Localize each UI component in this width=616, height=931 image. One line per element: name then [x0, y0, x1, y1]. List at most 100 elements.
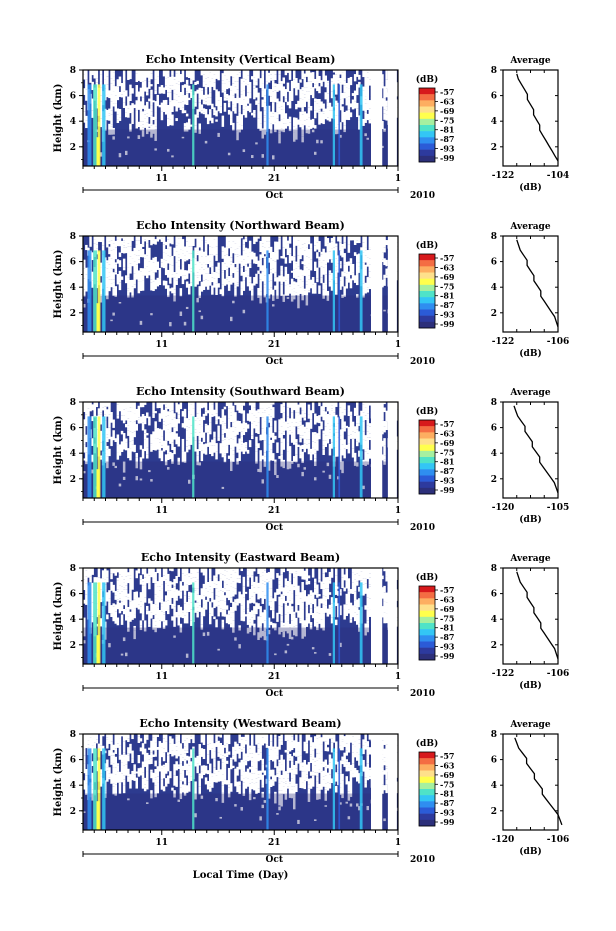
missing-cell	[183, 270, 187, 276]
missing-cell	[234, 436, 237, 447]
data-gap	[371, 568, 383, 664]
missing-cell	[198, 605, 201, 612]
missing-cell	[385, 734, 388, 745]
missing-cell	[93, 70, 96, 79]
missing-cell	[297, 819, 300, 824]
missing-cell	[261, 479, 264, 484]
missing-cell	[236, 766, 239, 776]
missing-cell	[125, 585, 128, 590]
missing-cell	[311, 742, 315, 751]
missing-cell	[99, 290, 103, 295]
missing-cell	[188, 410, 191, 420]
missing-cell	[167, 239, 170, 249]
missing-cell	[232, 405, 235, 412]
colorbar-segment	[419, 155, 435, 163]
missing-cell	[154, 583, 157, 595]
missing-cell	[160, 450, 164, 462]
missing-cell	[225, 94, 229, 99]
missing-cell	[122, 91, 126, 103]
missing-cell	[295, 261, 298, 264]
missing-cell	[181, 70, 185, 82]
missing-cell	[146, 236, 149, 244]
missing-cell	[362, 568, 365, 579]
colorbar-segment	[419, 616, 435, 624]
missing-cell	[282, 778, 285, 783]
panel-title: Echo Intensity (Eastward Beam)	[141, 551, 340, 564]
missing-cell	[295, 584, 298, 596]
missing-cell	[194, 91, 197, 103]
missing-cell	[156, 277, 159, 287]
missing-cell	[257, 595, 260, 600]
missing-cell	[162, 244, 166, 253]
missing-cell	[286, 734, 290, 741]
missing-cell	[335, 277, 338, 284]
missing-cell	[146, 255, 149, 267]
missing-cell	[255, 273, 258, 284]
missing-cell	[164, 595, 168, 602]
missing-cell	[177, 70, 180, 76]
missing-cell	[261, 455, 264, 460]
signal-streak	[93, 748, 98, 830]
missing-cell	[110, 436, 113, 447]
missing-cell	[173, 615, 176, 627]
missing-cell	[223, 455, 227, 463]
missing-cell	[114, 286, 117, 297]
missing-cell	[131, 251, 134, 259]
missing-cell	[127, 798, 130, 801]
missing-cell	[158, 236, 162, 240]
missing-cell	[272, 623, 275, 629]
missing-cell	[251, 779, 254, 783]
missing-cell	[215, 595, 218, 607]
missing-cell	[223, 588, 227, 593]
missing-cell	[99, 430, 103, 443]
missing-cell	[99, 267, 103, 277]
missing-cell	[320, 262, 323, 267]
missing-cell	[83, 264, 86, 269]
missing-cell	[230, 275, 233, 285]
missing-cell	[148, 236, 151, 241]
profile-line	[513, 405, 559, 494]
missing-cell	[232, 95, 235, 105]
missing-cell	[272, 268, 275, 274]
missing-cell	[240, 617, 243, 621]
missing-cell	[196, 611, 199, 614]
missing-cell	[232, 70, 235, 78]
signal-streak	[96, 469, 100, 498]
missing-cell	[164, 601, 168, 612]
missing-cell	[116, 259, 120, 264]
missing-cell	[297, 296, 300, 309]
missing-cell	[230, 415, 233, 423]
missing-cell	[156, 402, 159, 409]
missing-cell	[204, 264, 208, 269]
missing-cell	[311, 284, 315, 294]
missing-cell	[169, 590, 172, 596]
missing-cell	[118, 568, 122, 575]
colorbar-segment	[419, 309, 435, 316]
missing-cell	[154, 266, 157, 273]
missing-cell	[173, 247, 176, 257]
missing-cell	[99, 734, 103, 746]
missing-cell	[259, 434, 262, 441]
missing-cell	[167, 113, 170, 119]
missing-cell	[156, 618, 159, 629]
missing-cell	[198, 269, 201, 276]
missing-cell	[200, 70, 204, 76]
missing-cell	[112, 603, 115, 607]
missing-cell	[122, 102, 126, 108]
missing-cell	[353, 606, 357, 613]
missing-cell	[93, 409, 96, 418]
month-label: Oct	[266, 855, 284, 865]
missing-cell	[381, 740, 384, 751]
missing-cell	[118, 574, 122, 586]
profile-x-tick-label: -106	[547, 337, 570, 347]
missing-cell	[274, 623, 277, 631]
missing-cell	[219, 769, 222, 782]
missing-cell	[162, 409, 166, 416]
missing-cell	[167, 118, 170, 127]
missing-cell	[112, 783, 115, 787]
missing-cell	[217, 262, 220, 270]
missing-cell	[164, 99, 168, 105]
missing-cell	[255, 87, 258, 98]
missing-cell	[114, 767, 117, 775]
missing-cell	[240, 436, 243, 442]
